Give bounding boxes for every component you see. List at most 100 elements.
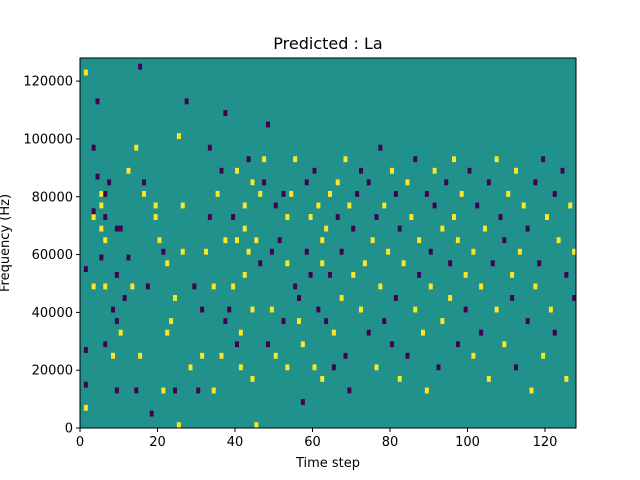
y-tick-label: 40000 [32, 306, 73, 321]
heatmap-cell [486, 375, 491, 382]
heatmap-cell [409, 214, 414, 220]
heatmap-cell [161, 387, 166, 394]
heatmap-cell [552, 190, 557, 197]
heatmap-cell [238, 364, 243, 371]
heatmap-cell [103, 214, 108, 220]
x-tick-label: 0 [76, 435, 84, 450]
heatmap-cell [374, 364, 379, 371]
heatmap-cell [417, 237, 422, 244]
heatmap-cell [289, 190, 294, 197]
heatmap-cell [103, 341, 108, 348]
heatmap-cell [366, 329, 371, 336]
heatmap-cell [343, 352, 348, 359]
heatmap-cell [545, 214, 549, 220]
heatmap-cell [238, 329, 243, 336]
heatmap-cell [219, 352, 224, 359]
heatmap-cell [521, 202, 526, 209]
heatmap-cell [331, 329, 336, 336]
heatmap-cell [475, 202, 480, 209]
heatmap-cell [269, 248, 274, 255]
heatmap-cell [138, 352, 143, 359]
heatmap-cell [436, 364, 441, 371]
y-tick-label: 0 [65, 422, 73, 437]
heatmap-cell [339, 295, 344, 301]
heatmap-cell [281, 318, 286, 325]
heatmap-cell [351, 225, 356, 232]
heatmap-cell [510, 271, 515, 278]
heatmap-cell [417, 271, 422, 278]
heatmap-cell [153, 214, 158, 220]
heatmap-cell [103, 190, 108, 197]
heatmap-cell [304, 179, 309, 186]
heatmap-cell [254, 422, 259, 429]
heatmap-cell [223, 237, 228, 244]
heatmap-cell [355, 190, 360, 197]
heatmap-cell [393, 295, 398, 301]
heatmap-cell [316, 306, 321, 313]
heatmap-cell [83, 69, 88, 76]
x-tick-label: 80 [382, 435, 399, 450]
y-tick-label: 120000 [23, 75, 73, 90]
heatmap-cell [347, 202, 352, 209]
heatmap-cell [494, 306, 499, 313]
heatmap-cell [335, 179, 340, 186]
heatmap-cell [320, 260, 325, 267]
x-tick-label: 20 [149, 435, 166, 450]
heatmap-cell [227, 306, 232, 313]
heatmap-cell [107, 179, 112, 186]
y-tick-label: 20000 [32, 364, 73, 379]
heatmap-cell [114, 318, 119, 325]
heatmap-cell [320, 237, 325, 244]
heatmap-cell [343, 156, 348, 163]
heatmap-cell [95, 173, 100, 180]
heatmap-cell [374, 214, 379, 220]
heatmap-cell [328, 190, 332, 197]
heatmap-cell [235, 237, 239, 244]
heatmap-cell [153, 202, 158, 209]
heatmap-cell [176, 133, 181, 140]
heatmap-cell [215, 190, 220, 197]
heatmap-cell [165, 329, 170, 336]
heatmap-cell [83, 266, 88, 273]
heatmap-cell [548, 306, 553, 313]
heatmap-cell [459, 190, 464, 197]
heatmap-cell [378, 144, 383, 151]
heatmap-cell [533, 179, 538, 186]
heatmap-cell [428, 248, 433, 255]
heatmap-cell [471, 352, 476, 359]
heatmap-cell [118, 225, 123, 232]
y-tick-label: 60000 [32, 248, 73, 263]
heatmap-cell [552, 329, 557, 336]
heatmap-cell [231, 214, 236, 220]
heatmap-cell [479, 329, 484, 336]
heatmap-cell [397, 225, 402, 232]
heatmap-cell [258, 260, 263, 267]
heatmap-cell [281, 190, 286, 197]
heatmap-cell [324, 225, 329, 232]
heatmap-cell [556, 237, 561, 244]
heatmap-cell [169, 318, 174, 325]
heatmap-background [80, 58, 576, 428]
heatmap-cell [316, 202, 321, 209]
heatmap-cell [304, 248, 309, 255]
heatmap-cell [533, 283, 538, 290]
heatmap-cell [463, 306, 468, 313]
heatmap-cell [339, 248, 344, 255]
heatmap-cell [126, 254, 131, 261]
heatmap-cell [262, 179, 267, 186]
heatmap-cell [483, 225, 487, 232]
heatmap-cell [91, 208, 96, 215]
heatmap-cell [219, 167, 224, 174]
heatmap-cell [277, 237, 282, 244]
heatmap-cell [351, 271, 356, 278]
heatmap-cell [114, 387, 119, 394]
heatmap-cell [99, 254, 104, 261]
heatmap-cell [471, 248, 476, 255]
heatmap-cell [308, 271, 313, 278]
heatmap-cell [103, 283, 108, 290]
x-tick-label: 100 [455, 435, 480, 450]
heatmap-cell [142, 190, 146, 197]
heatmap-cell [494, 156, 499, 163]
heatmap-cell [126, 167, 131, 174]
heatmap-cell [165, 260, 170, 267]
